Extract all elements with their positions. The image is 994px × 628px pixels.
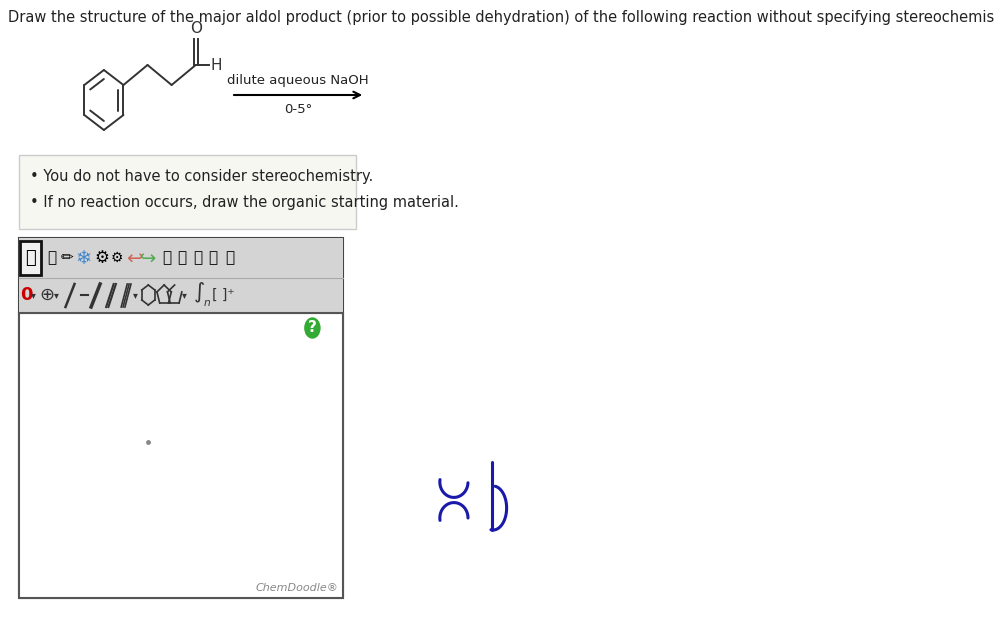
Text: O: O (190, 21, 202, 36)
Text: • You do not have to consider stereochemistry.: • You do not have to consider stereochem… (30, 169, 373, 184)
Text: 🧴: 🧴 (48, 251, 57, 266)
Text: 📋: 📋 (177, 251, 186, 266)
Text: ▾: ▾ (32, 290, 36, 300)
Text: ▾: ▾ (182, 290, 187, 300)
Text: H: H (211, 58, 222, 72)
Bar (19, 238, 342, 598)
Text: 🎞: 🎞 (162, 251, 171, 266)
Text: ?: ? (308, 320, 316, 335)
Text: 🎨: 🎨 (225, 251, 234, 266)
Text: ⊕: ⊕ (40, 286, 55, 304)
Bar (19, 278, 342, 313)
Text: 0: 0 (20, 286, 33, 304)
Bar (19, 313, 342, 598)
Text: ❄: ❄ (76, 249, 91, 268)
Text: ⚙: ⚙ (94, 249, 109, 267)
Text: Draw the structure of the major aldol product (prior to possible dehydration) of: Draw the structure of the major aldol pr… (8, 10, 994, 25)
Text: ChemDoodle®: ChemDoodle® (255, 583, 338, 593)
Circle shape (304, 318, 320, 338)
Text: ↩: ↩ (125, 249, 142, 268)
Bar (19, 155, 356, 229)
Text: ↪: ↪ (140, 249, 156, 268)
Text: ▾: ▾ (54, 290, 59, 300)
Text: ▾: ▾ (133, 290, 138, 300)
Text: 🔍: 🔍 (209, 251, 218, 266)
Text: 0-5°: 0-5° (283, 103, 312, 116)
Text: dilute aqueous NaOH: dilute aqueous NaOH (227, 74, 369, 87)
Text: ✏️: ✏️ (61, 251, 74, 266)
Text: • If no reaction occurs, draw the organic starting material.: • If no reaction occurs, draw the organi… (30, 195, 458, 210)
Text: ⚙: ⚙ (110, 251, 123, 265)
Bar (20, 241, 42, 275)
Text: ✋: ✋ (26, 249, 36, 267)
Text: 🔍: 🔍 (193, 251, 203, 266)
Bar (19, 238, 342, 278)
Text: $\int_n$: $\int_n$ (193, 281, 212, 310)
Text: [ ]⁺: [ ]⁺ (212, 288, 235, 302)
